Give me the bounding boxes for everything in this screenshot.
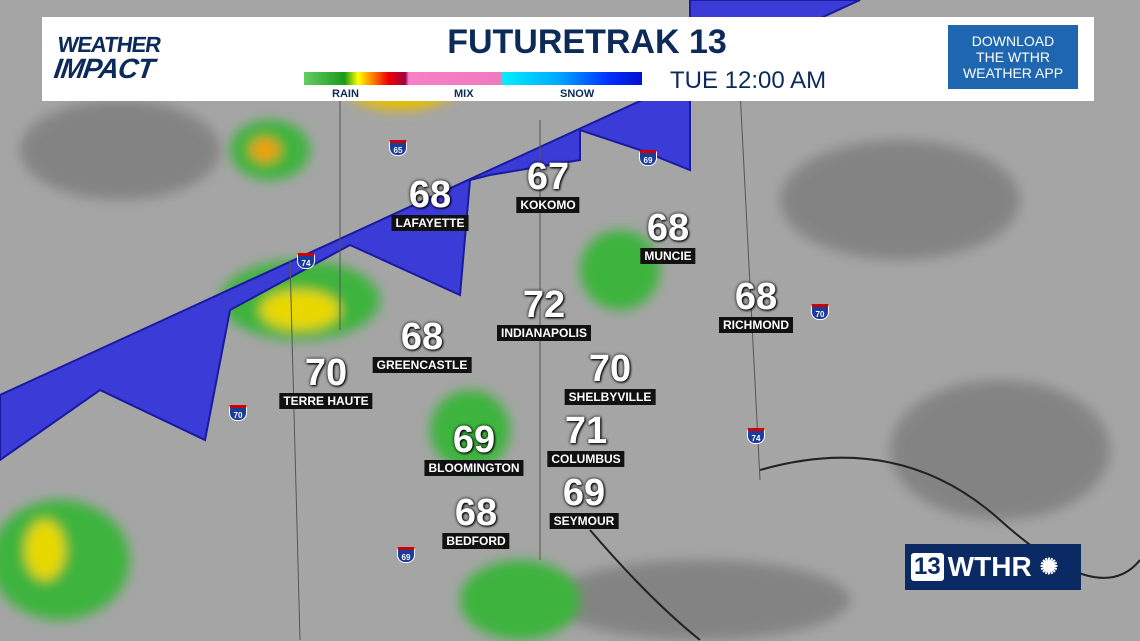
city-name: LAFAYETTE: [391, 215, 469, 231]
city-marker: 68 RICHMOND: [719, 278, 793, 334]
city-temp: 70: [588, 348, 632, 390]
city-marker: 68 GREENCASTLE: [372, 316, 472, 374]
weather-impact-logo: WEATHER IMPACT: [52, 32, 162, 84]
city-temp: 72: [522, 284, 566, 326]
legend-rain: RAIN: [332, 88, 359, 100]
city-temp: 69: [452, 419, 496, 461]
city-temp: 68: [400, 316, 444, 358]
peacock-icon: ✺: [1039, 554, 1059, 579]
city-temp: 67: [526, 156, 570, 198]
header-banner: WEATHER IMPACT FUTURETRAK 13 RAIN MIX SN…: [42, 17, 1094, 101]
interstate-shield-icon: 69: [639, 150, 657, 166]
city-temp: 71: [564, 410, 608, 452]
city-name: RICHMOND: [719, 317, 793, 333]
interstate-shield-icon: 74: [297, 253, 315, 269]
city-temp: 68: [408, 174, 452, 216]
legend-snow: SNOW: [560, 88, 595, 100]
city-temp: 69: [562, 472, 606, 514]
city-temp: 68: [646, 207, 690, 249]
city-marker: 68 LAFAYETTE: [391, 174, 469, 232]
city-marker: 68 MUNCIE: [640, 207, 696, 265]
city-name: BEDFORD: [442, 533, 510, 549]
city-marker: 70 TERRE HAUTE: [279, 352, 373, 410]
interstate-shield-icon: 74: [747, 428, 765, 444]
city-marker: 68 BEDFORD: [442, 492, 510, 550]
logo-call: WTHR: [947, 551, 1032, 582]
city-name: KOKOMO: [516, 197, 580, 213]
city-temp: 68: [454, 492, 498, 534]
city-marker: 67 KOKOMO: [516, 156, 580, 214]
interstate-shield-icon: 69: [397, 547, 415, 563]
legend-mix: MIX: [454, 88, 474, 100]
download-line: DOWNLOAD: [971, 33, 1055, 49]
city-name: BLOOMINGTON: [424, 460, 524, 476]
city-name: COLUMBUS: [547, 451, 625, 467]
logo-number: 13: [911, 553, 944, 581]
city-marker: 70 SHELBYVILLE: [564, 348, 656, 406]
city-marker: 69 BLOOMINGTON: [424, 419, 524, 477]
download-line: WEATHER APP: [962, 65, 1064, 81]
city-name: TERRE HAUTE: [279, 393, 373, 409]
city-marker: 72 INDIANAPOLIS: [496, 284, 592, 342]
precip-legend-bar: [304, 72, 642, 85]
city-temp: 68: [734, 276, 778, 318]
city-marker: 71 COLUMBUS: [547, 410, 625, 468]
city-name: SHELBYVILLE: [564, 389, 656, 405]
interstate-shield-icon: 70: [229, 405, 247, 421]
interstate-shield-icon: 70: [811, 304, 829, 320]
city-temp: 70: [304, 352, 348, 394]
download-line: THE WTHR: [976, 49, 1050, 65]
wthr-logo: 13 WTHR ✺: [905, 544, 1081, 590]
city-name: SEYMOUR: [549, 513, 619, 529]
page-title: FUTURETRAK 13: [447, 23, 727, 61]
city-name: INDIANAPOLIS: [496, 325, 592, 341]
forecast-time: TUE 12:00 AM: [670, 67, 827, 94]
city-name: MUNCIE: [640, 248, 696, 264]
city-name: GREENCASTLE: [372, 357, 472, 373]
city-marker: 69 SEYMOUR: [549, 472, 619, 530]
interstate-shield-icon: 65: [389, 140, 407, 156]
download-app-button[interactable]: DOWNLOAD THE WTHR WEATHER APP: [948, 25, 1078, 89]
brand-line-2: IMPACT: [52, 53, 156, 84]
